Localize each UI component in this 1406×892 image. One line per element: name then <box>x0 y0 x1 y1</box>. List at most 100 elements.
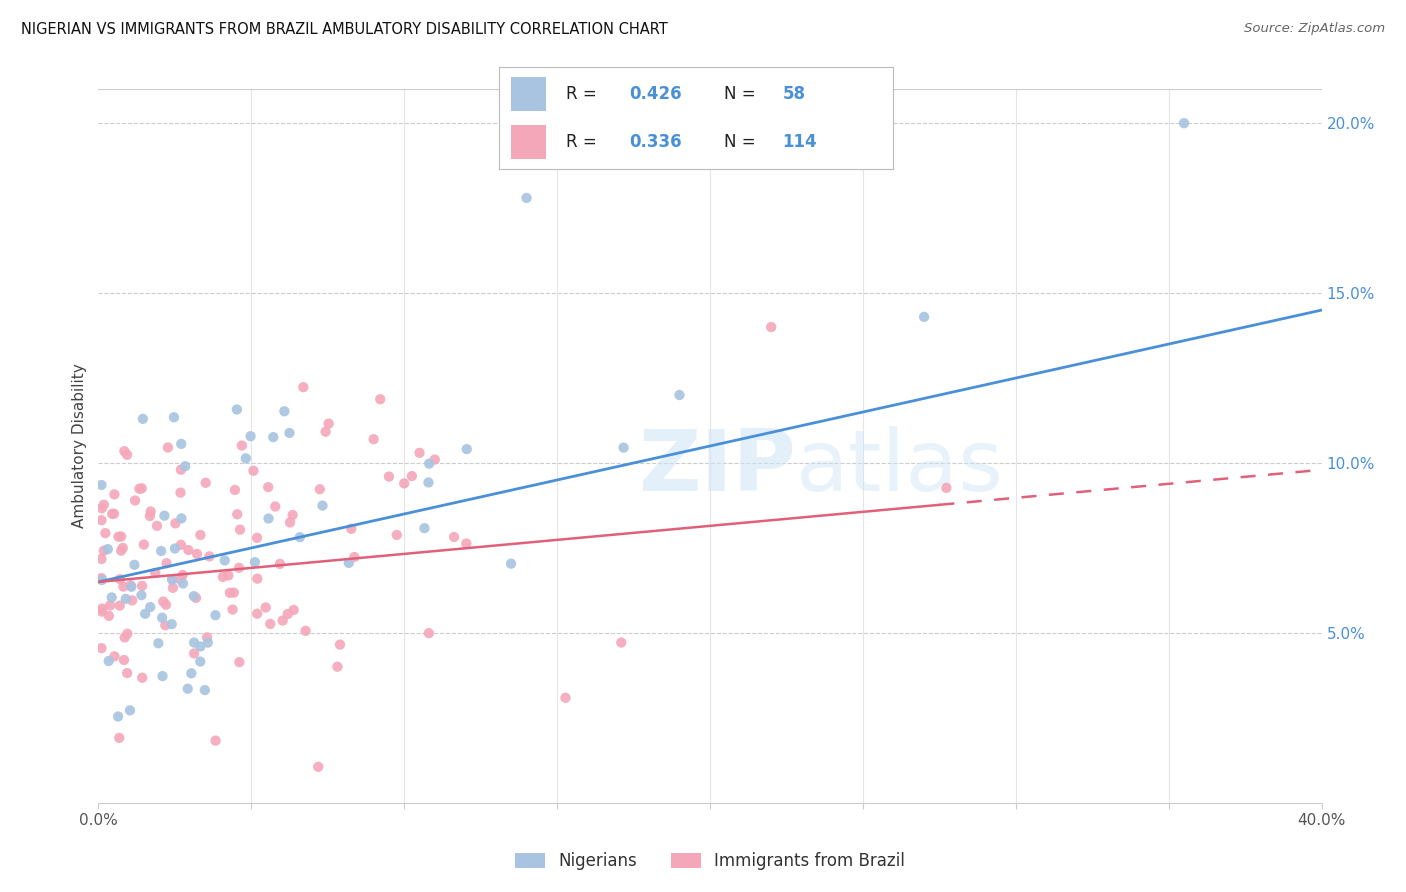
Point <box>90 571 112 585</box>
Point <box>1173 116 1195 130</box>
Point <box>273 404 295 418</box>
Point <box>326 659 349 673</box>
Point <box>131 588 153 602</box>
Point <box>90 513 112 527</box>
Point <box>198 549 221 564</box>
Point <box>94 526 117 541</box>
Point <box>162 581 184 595</box>
Point <box>110 529 132 543</box>
Point <box>91 601 114 615</box>
Point <box>170 511 193 525</box>
Point <box>378 469 401 483</box>
Point <box>257 480 280 494</box>
Point <box>368 392 391 407</box>
Text: ZIP: ZIP <box>638 425 796 509</box>
Point <box>423 452 446 467</box>
Point <box>194 475 217 490</box>
Point <box>110 543 132 558</box>
Point <box>222 585 245 599</box>
Point <box>204 733 226 747</box>
Point <box>97 542 120 557</box>
Point <box>186 547 208 561</box>
Point <box>288 530 311 544</box>
Point <box>165 516 187 531</box>
Point <box>160 572 183 586</box>
Point <box>246 572 269 586</box>
Point <box>363 432 385 446</box>
Point <box>112 444 135 458</box>
Point <box>93 543 115 558</box>
Text: 0.426: 0.426 <box>628 85 682 103</box>
Point <box>163 541 186 556</box>
Point <box>278 516 301 530</box>
Point <box>114 631 136 645</box>
Point <box>278 425 301 440</box>
Point <box>170 463 193 477</box>
Point <box>221 602 243 616</box>
Point <box>184 591 207 605</box>
Point <box>155 556 177 570</box>
Point <box>107 709 129 723</box>
Point <box>115 666 138 681</box>
Point <box>97 608 120 623</box>
Legend: Nigerians, Immigrants from Brazil: Nigerians, Immigrants from Brazil <box>509 846 911 877</box>
Point <box>118 703 141 717</box>
Point <box>170 437 193 451</box>
Point <box>111 541 134 555</box>
Point <box>124 558 146 572</box>
Point <box>108 599 131 613</box>
Text: NIGERIAN VS IMMIGRANTS FROM BRAZIL AMBULATORY DISABILITY CORRELATION CHART: NIGERIAN VS IMMIGRANTS FROM BRAZIL AMBUL… <box>21 22 668 37</box>
Point <box>90 552 112 566</box>
Point <box>246 531 269 545</box>
Point <box>97 654 120 668</box>
Point <box>224 483 246 497</box>
Point <box>228 655 250 669</box>
Point <box>172 568 194 582</box>
Point <box>418 626 440 640</box>
Point <box>163 410 186 425</box>
Point <box>120 580 142 594</box>
Point <box>143 566 166 580</box>
Point <box>146 519 169 533</box>
Point <box>190 640 212 654</box>
Point <box>613 441 636 455</box>
Point <box>90 573 112 587</box>
Point <box>190 528 212 542</box>
Point <box>311 499 333 513</box>
Point <box>294 624 316 638</box>
Point <box>214 553 236 567</box>
Point <box>225 402 247 417</box>
Text: 114: 114 <box>783 133 817 151</box>
Point <box>132 537 155 551</box>
Point <box>418 475 440 490</box>
Point <box>219 586 242 600</box>
Point <box>112 580 135 594</box>
Point <box>169 572 191 586</box>
Text: Source: ZipAtlas.com: Source: ZipAtlas.com <box>1244 22 1385 36</box>
Point <box>257 511 280 525</box>
Point <box>152 594 174 608</box>
Point <box>385 528 408 542</box>
Point <box>408 446 430 460</box>
Point <box>183 635 205 649</box>
Point <box>183 647 205 661</box>
Point <box>413 521 436 535</box>
Point <box>912 310 935 324</box>
Point <box>315 425 337 439</box>
Point <box>180 666 202 681</box>
Point <box>131 481 153 495</box>
Point <box>277 607 299 621</box>
Point <box>308 482 330 496</box>
Point <box>264 500 287 514</box>
Point <box>194 683 217 698</box>
Point <box>283 603 305 617</box>
Point <box>340 522 363 536</box>
Point <box>112 653 135 667</box>
Point <box>217 568 239 582</box>
Point <box>160 617 183 632</box>
Point <box>235 451 257 466</box>
Point <box>269 557 291 571</box>
Bar <box>510 126 547 159</box>
Point <box>554 690 576 705</box>
Point <box>418 457 440 471</box>
